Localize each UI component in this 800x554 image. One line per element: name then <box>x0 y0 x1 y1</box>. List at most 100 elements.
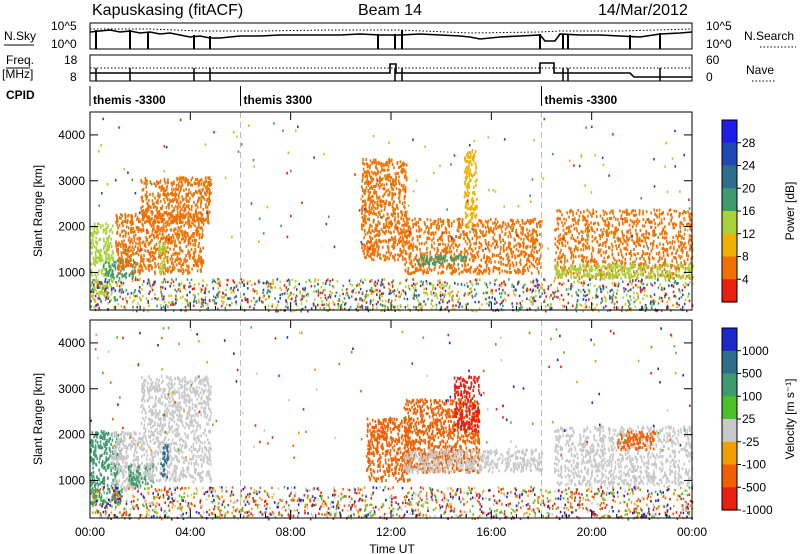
echo-cell <box>530 233 532 237</box>
echo-cell <box>161 260 163 264</box>
echo-cell <box>685 246 687 250</box>
echo-cell <box>191 183 193 187</box>
echo-cell <box>149 234 152 238</box>
echo-cell <box>511 218 513 222</box>
echo-cell <box>469 150 471 154</box>
echo-cell <box>558 256 561 260</box>
echo-cell <box>598 233 601 237</box>
echo-cell <box>579 263 581 267</box>
echo-cell <box>463 247 466 251</box>
echo-cell <box>489 257 492 261</box>
echo-cell <box>582 214 584 218</box>
echo-cell <box>480 244 483 248</box>
echo-cell <box>442 270 444 274</box>
echo-cell <box>370 240 372 244</box>
echo-cell <box>398 181 401 185</box>
echo-cell <box>369 208 371 212</box>
echo-cell <box>413 258 415 262</box>
echo-cell <box>396 203 398 207</box>
echo-cell <box>197 180 200 184</box>
noise-cell <box>265 282 268 285</box>
echo-cell <box>187 238 190 242</box>
echo-cell <box>587 229 590 232</box>
echo-cell <box>144 245 147 249</box>
echo-cell <box>432 261 434 265</box>
echo-cell <box>619 237 621 241</box>
echo-cell <box>143 257 145 261</box>
noise-cell <box>202 284 204 288</box>
noise-cell <box>349 282 351 286</box>
echo-cell <box>137 220 140 224</box>
echo-cell <box>116 223 118 227</box>
echo-cell <box>127 214 129 218</box>
noise-cell <box>443 295 446 298</box>
echo-cell <box>105 231 107 235</box>
echo-cell <box>450 254 452 258</box>
echo-cell <box>362 189 364 193</box>
echo-cell <box>109 229 111 233</box>
echo-cell <box>660 218 663 222</box>
echo-cell <box>675 209 678 213</box>
echo-cell <box>440 262 443 266</box>
echo-cell <box>110 237 112 241</box>
echo-cell <box>515 228 518 232</box>
echo-cell <box>94 250 97 254</box>
echo-cell <box>440 254 442 258</box>
echo-cell <box>431 245 434 249</box>
echo-cell <box>618 273 620 277</box>
echo-cell <box>645 241 648 245</box>
echo-cell <box>142 208 144 212</box>
echo-cell <box>576 246 578 250</box>
echo-cell <box>142 229 145 233</box>
echo-cell <box>385 218 387 222</box>
echo-cell <box>582 260 584 264</box>
echo-cell <box>141 198 143 202</box>
echo-cell <box>127 226 130 230</box>
echo-cell <box>505 253 508 257</box>
noise-cell <box>213 299 216 302</box>
echo-cell <box>101 290 104 294</box>
echo-cell <box>373 161 376 165</box>
echo-cell <box>374 247 376 251</box>
echo-cell <box>205 179 208 183</box>
echo-cell <box>500 246 502 249</box>
echo-cell <box>373 201 376 205</box>
echo-cell <box>133 269 136 273</box>
echo-cell <box>522 271 525 275</box>
echo-cell <box>169 247 171 251</box>
noise-cell <box>200 290 202 293</box>
echo-cell <box>131 221 133 225</box>
echo-cell <box>184 216 186 220</box>
echo-cell <box>415 229 418 233</box>
echo-cell <box>368 254 370 258</box>
echo-cell <box>157 247 159 251</box>
echo-cell <box>610 242 613 246</box>
echo-cell <box>642 249 644 253</box>
echo-cell <box>527 220 530 224</box>
echo-cell <box>517 271 520 275</box>
echo-cell <box>573 227 576 231</box>
echo-cell <box>458 220 460 224</box>
echo-cell <box>130 237 133 241</box>
echo-cell <box>195 178 197 182</box>
echo-cell <box>611 261 614 265</box>
noise-cell <box>535 294 537 298</box>
echo-cell <box>184 257 186 261</box>
echo-cell <box>201 264 203 268</box>
echo-cell <box>628 272 630 276</box>
echo-cell <box>629 262 632 266</box>
echo-cell <box>649 252 651 256</box>
echo-cell <box>130 263 133 267</box>
echo-cell <box>582 269 585 273</box>
echo-cell <box>681 250 684 254</box>
echo-cell <box>173 215 176 219</box>
echo-cell <box>369 203 371 207</box>
echo-cell <box>193 254 196 258</box>
echo-cell <box>663 248 666 251</box>
echo-cell <box>584 273 586 277</box>
echo-cell <box>444 247 447 251</box>
echo-cell <box>183 269 185 273</box>
echo-cell <box>163 256 166 260</box>
echo-cell <box>568 228 570 232</box>
noise-cell <box>367 309 370 313</box>
